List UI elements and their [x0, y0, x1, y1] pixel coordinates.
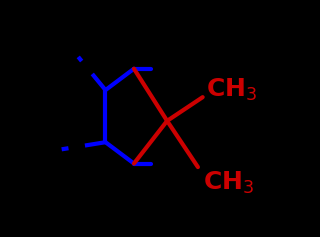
Text: CH$_3$: CH$_3$: [206, 77, 258, 103]
Text: CH$_3$: CH$_3$: [203, 169, 254, 196]
